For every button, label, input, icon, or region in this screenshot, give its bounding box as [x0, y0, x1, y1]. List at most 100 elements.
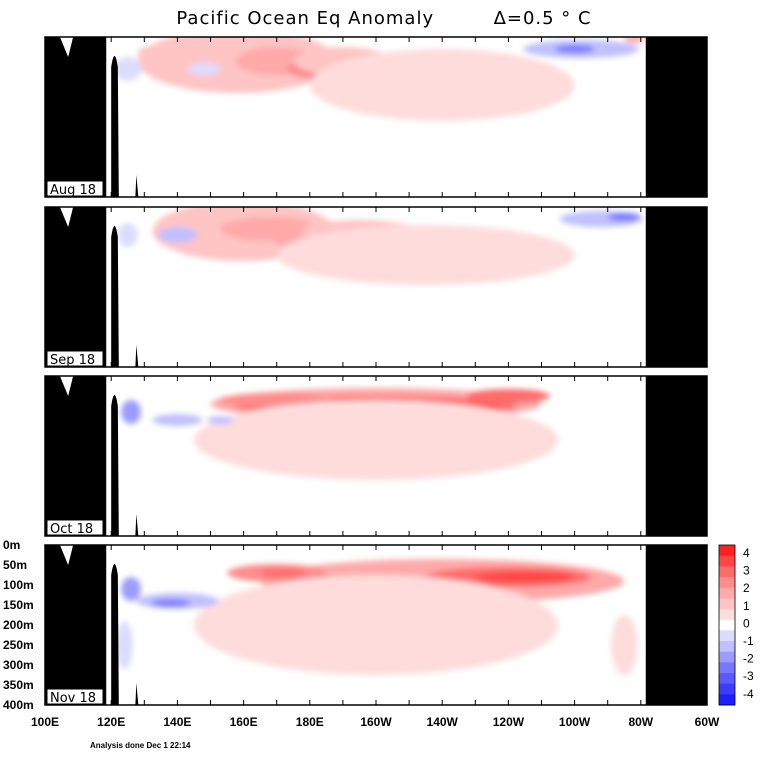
anomaly-blob [137, 45, 178, 61]
island-spike [111, 226, 119, 367]
y-tick-label: 350m [3, 678, 34, 692]
anomaly-blob [611, 615, 638, 675]
anomaly-blob [467, 389, 550, 403]
island-spike-small [135, 683, 139, 705]
colorbar-cell [719, 683, 735, 695]
anomaly-blob [220, 217, 320, 241]
anomaly-blob [152, 414, 203, 426]
month-label: Sep 18 [50, 353, 95, 368]
anomaly-blob [207, 416, 234, 424]
colorbar-cell [719, 641, 735, 653]
month-label: Oct 18 [50, 522, 93, 537]
land-notch [59, 37, 74, 57]
colorbar-cell [719, 662, 735, 674]
y-tick-label: 50m [3, 558, 27, 572]
anomaly-blob [187, 63, 221, 75]
x-tick-label: 180E [296, 715, 324, 729]
month-label: Nov 18 [50, 691, 96, 706]
anomaly-blob [607, 213, 641, 221]
island-spike [111, 56, 119, 197]
anomaly-blob [116, 621, 133, 669]
colorbar-cell [719, 555, 735, 567]
anomaly-blob [276, 225, 575, 285]
colorbar-cell [719, 651, 735, 663]
anomaly-blob [150, 599, 191, 607]
land-mask-east [645, 376, 707, 536]
y-tick-label: 200m [3, 618, 34, 632]
panel-0: Aug 18 [44, 36, 708, 198]
colorbar-cell [719, 545, 735, 557]
land-mask-east [645, 207, 707, 367]
anomaly-field [121, 388, 559, 480]
land-mask-east [645, 37, 707, 197]
colorbar-cell [719, 673, 735, 685]
colorbar-label: 1 [743, 599, 750, 613]
land-mask-west [45, 545, 107, 705]
x-tick-label: 80W [628, 715, 653, 729]
panel-3: Nov 18 [44, 544, 708, 706]
panel-1: Sep 18 [44, 206, 708, 368]
y-tick-label: 100m [3, 578, 34, 592]
colorbar-label: 3 [743, 564, 750, 578]
island-spike-small [135, 175, 139, 197]
colorbar-cell [719, 587, 735, 599]
month-label-box [46, 180, 104, 197]
y-tick-label: 150m [3, 598, 34, 612]
title-delta: Δ=0.5 ° C [493, 8, 592, 29]
land-mask-west [45, 376, 107, 536]
colorbar-label: -4 [743, 687, 754, 701]
chart-title: Pacific Ocean Eq Anomaly Δ=0.5 ° C [0, 8, 768, 29]
colorbar-frame [718, 544, 736, 706]
island-spike [111, 564, 119, 705]
y-tick-label: 250m [3, 638, 34, 652]
colorbar-cell [719, 598, 735, 610]
island-spike [111, 395, 119, 536]
anomaly-blob [121, 577, 141, 601]
x-tick-label: 120E [97, 715, 125, 729]
colorbar-cell [719, 577, 735, 589]
anomaly-blob [475, 572, 575, 582]
x-tick-label: 60W [695, 715, 720, 729]
anomaly-blob [554, 45, 595, 53]
land-notch [59, 545, 74, 565]
colorbar-cell [719, 619, 735, 631]
anomaly-blob [193, 400, 559, 480]
colorbar-cell [719, 694, 735, 706]
island-spike-small [135, 345, 139, 367]
month-label-box [46, 350, 104, 367]
x-tick-label: 100E [31, 715, 59, 729]
colorbar-cell [719, 566, 735, 578]
anomaly-blob [624, 37, 645, 43]
x-tick-label: 140W [427, 715, 459, 729]
colorbar-label: -1 [743, 634, 754, 648]
x-tick-label: 160W [360, 715, 392, 729]
month-label: Aug 18 [50, 183, 96, 198]
x-tick-label: 100W [559, 715, 591, 729]
analysis-footnote: Analysis done Dec 1 22:14 [90, 741, 191, 750]
x-tick-label: 160E [230, 715, 258, 729]
anomaly-field [114, 37, 645, 121]
land-notch [59, 207, 74, 227]
land-mask-west [45, 207, 107, 367]
y-tick-label: 0m [3, 538, 20, 552]
colorbar-cell [719, 630, 735, 642]
panel-2: Oct 18 [44, 375, 708, 537]
anomaly-blob [117, 223, 138, 247]
anomaly-blob [114, 57, 141, 81]
anomaly-blob [309, 49, 575, 121]
month-label-box [46, 519, 104, 536]
anomaly-field [116, 559, 638, 675]
colorbar-label: 2 [743, 581, 750, 595]
colorbar-label: -3 [743, 669, 754, 683]
x-tick-label: 140E [163, 715, 191, 729]
x-tick-label: 120W [493, 715, 525, 729]
month-label-box [46, 688, 104, 705]
land-notch [59, 376, 74, 396]
island-spike-small [135, 514, 139, 536]
anomaly-field [117, 207, 643, 285]
anomaly-blob [193, 575, 559, 675]
colorbar: 4 3 2 1 0 -1 -2 -3 -4 [718, 544, 754, 706]
anomaly-blob [260, 569, 307, 577]
land-mask-west [45, 37, 107, 197]
